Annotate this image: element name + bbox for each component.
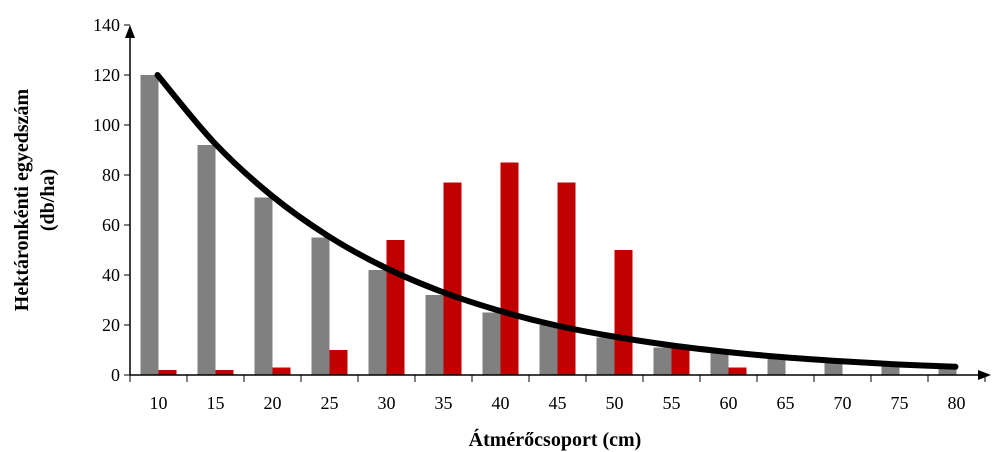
x-tick-label-25: 25: [321, 393, 339, 413]
x-tick-label-45: 45: [549, 393, 567, 413]
bar-series-2-15: [215, 370, 234, 375]
x-axis-title: Átmérőcsoport (cm): [469, 428, 642, 451]
bars-layer: [140, 75, 957, 375]
x-tick-label-40: 40: [492, 393, 510, 413]
bar-series-2-45: [557, 182, 576, 375]
x-tick-label-65: 65: [777, 393, 795, 413]
bar-series-2-60: [728, 367, 747, 375]
x-tick-label-20: 20: [264, 393, 282, 413]
y-tick-label-100: 100: [93, 115, 120, 135]
bar-series-2-40: [500, 162, 519, 375]
x-tick-label-50: 50: [606, 393, 624, 413]
bar-series-2-30: [386, 240, 405, 375]
y-tick-label-0: 0: [111, 365, 120, 385]
bar-series-1-40: [482, 312, 501, 375]
bar-series-2-20: [272, 367, 291, 375]
bar-series-1-70: [824, 362, 843, 375]
bar-series-1-20: [254, 197, 273, 375]
bar-series-1-35: [425, 295, 444, 375]
bar-series-1-25: [311, 237, 330, 375]
y-axis-arrow: [125, 25, 135, 38]
bar-series-1-30: [368, 270, 387, 375]
axes-layer: [124, 24, 991, 382]
bar-series-2-35: [443, 182, 462, 375]
trend-curve: [154, 72, 959, 370]
x-tick-label-30: 30: [378, 393, 396, 413]
bar-series-1-15: [197, 145, 216, 375]
x-tick-label-35: 35: [435, 393, 453, 413]
y-tick-label-140: 140: [93, 15, 120, 35]
x-tick-label-75: 75: [891, 393, 909, 413]
bar-series-2-50: [614, 250, 633, 375]
x-tick-label-10: 10: [150, 393, 168, 413]
x-tick-label-15: 15: [207, 393, 225, 413]
x-tick-label-55: 55: [663, 393, 681, 413]
y-tick-label-20: 20: [102, 315, 120, 335]
y-axis-title-line1: Hektáronkénti egyedszám: [11, 88, 33, 311]
y-tick-label-80: 80: [102, 165, 120, 185]
bar-series-1-50: [596, 337, 615, 375]
y-tick-label-120: 120: [93, 65, 120, 85]
x-tick-label-80: 80: [948, 393, 966, 413]
x-tick-label-60: 60: [720, 393, 738, 413]
bar-series-1-10: [140, 75, 159, 375]
bar-series-1-60: [710, 352, 729, 375]
bar-series-1-65: [767, 357, 786, 375]
bar-series-1-55: [653, 347, 672, 375]
y-tick-label-40: 40: [102, 265, 120, 285]
bar-series-1-80: [938, 367, 957, 375]
curve-layer: [154, 72, 959, 370]
y-axis-title-line2: (db/ha): [37, 169, 59, 231]
x-tick-label-70: 70: [834, 393, 852, 413]
y-tick-label-60: 60: [102, 215, 120, 235]
bar-series-1-45: [539, 325, 558, 375]
bar-series-2-10: [158, 370, 177, 375]
bar-series-2-25: [329, 350, 348, 375]
bar-series-2-55: [671, 345, 690, 375]
bar-series-1-75: [881, 365, 900, 375]
labels-layer: 0 20 40 60 80 100 120 140 10 15 20 25 30 35 40 45 50 55 60…: [93, 15, 966, 413]
